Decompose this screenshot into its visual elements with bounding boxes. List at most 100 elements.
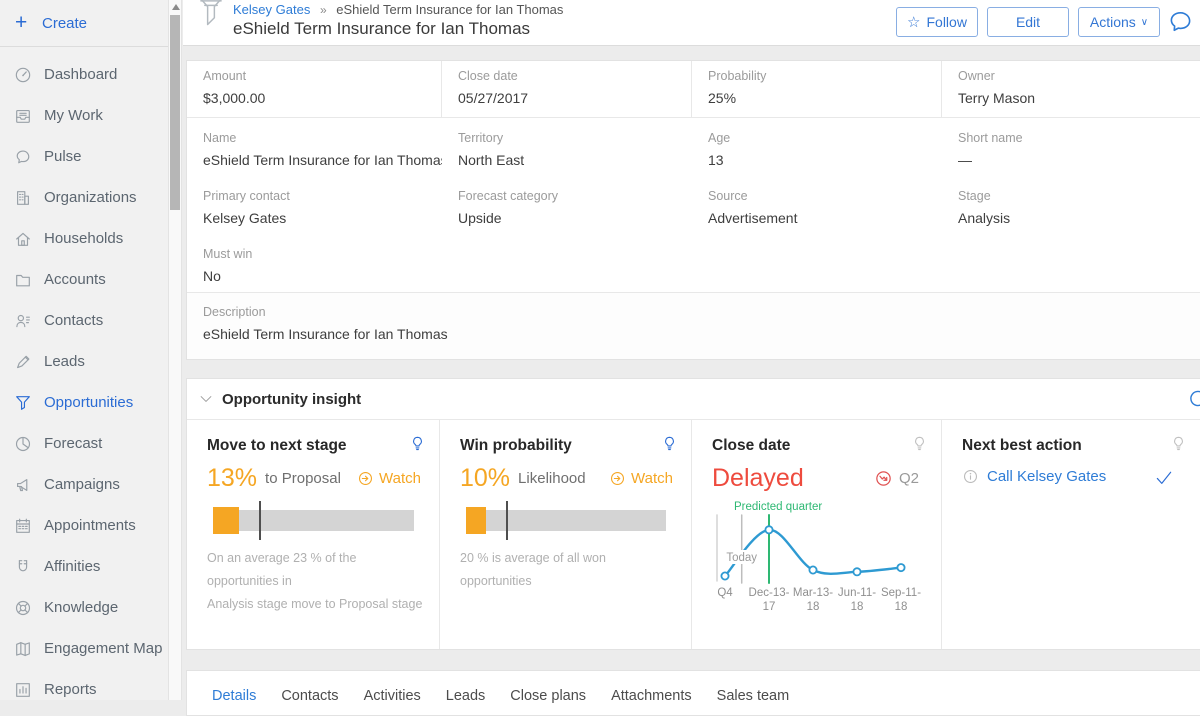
create-button[interactable]: + Create — [0, 0, 168, 47]
field-label: Description — [203, 305, 266, 319]
field-value: 05/27/2017 — [458, 90, 529, 106]
close-date-chart: Today Predicted quarter Q4 Dec-13- 17 Mar-13-… — [716, 499, 925, 618]
follow-button[interactable]: ☆ Follow — [896, 7, 978, 37]
win-suffix: Likelihood — [518, 470, 586, 487]
card-move-to-next-stage: Move to next stage 13% to Proposal Watch — [187, 420, 440, 649]
lightbulb-icon — [911, 435, 928, 459]
empty-cell — [442, 234, 692, 292]
opportunity-record-icon — [196, 0, 226, 34]
opportunities-icon — [14, 394, 44, 412]
record-tabs: Details Contacts Activities Leads Close plan… — [186, 670, 1200, 716]
reports-icon — [14, 681, 44, 699]
field-primary-contact: Primary contact Kelsey Gates — [187, 176, 442, 234]
edit-button[interactable]: Edit — [987, 7, 1069, 37]
field-label: Owner — [958, 69, 995, 83]
field-name: Name eShield Term Insurance for Ian Thoma… — [187, 118, 442, 176]
sidebar-item-pulse[interactable]: Pulse — [0, 136, 168, 177]
refresh-icon[interactable] — [1187, 388, 1200, 415]
card-title: Close date — [712, 437, 791, 454]
sidebar-item-label: Leads — [44, 353, 85, 370]
field-value: — — [958, 152, 972, 168]
breadcrumb-parent-link[interactable]: Kelsey Gates — [233, 2, 311, 17]
scroll-up-arrow[interactable] — [172, 4, 180, 10]
accounts-icon — [14, 271, 44, 289]
pulse-icon — [14, 148, 44, 166]
sidebar-item-campaigns[interactable]: Campaigns — [0, 464, 168, 505]
sidebar-item-forecast[interactable]: Forecast — [0, 423, 168, 464]
next-action-link[interactable]: Call Kelsey Gates — [987, 468, 1107, 485]
tab-leads[interactable]: Leads — [445, 688, 486, 704]
sidebar-item-contacts[interactable]: Contacts — [0, 300, 168, 341]
tab-contacts[interactable]: Contacts — [281, 688, 339, 704]
svg-text:Mar-13-: Mar-13- — [793, 587, 833, 599]
sidebar-item-label: Accounts — [44, 271, 106, 288]
field-value: eShield Term Insurance for Ian Thomas — [203, 326, 448, 342]
insight-header: Opportunity insight — [187, 379, 1200, 420]
field-value-link[interactable]: Kelsey Gates — [203, 210, 287, 226]
sidebar-item-label: Engagement Map — [44, 640, 163, 657]
card-close-date: Close date Delayed Q2 Today Predicted qua… — [692, 420, 942, 649]
field-value: Analysis — [958, 210, 1011, 226]
sidebar-item-accounts[interactable]: Accounts — [0, 259, 168, 300]
tab-sales-team[interactable]: Sales team — [716, 688, 790, 704]
campaigns-icon — [14, 476, 44, 494]
trend-down-icon — [876, 471, 891, 486]
card-title: Move to next stage — [207, 437, 347, 454]
progress-fill — [466, 507, 486, 534]
sidebar-item-knowledge[interactable]: Knowledge — [0, 587, 168, 628]
scrollbar-thumb[interactable] — [170, 15, 180, 210]
breadcrumb-current: eShield Term Insurance for Ian Thomas — [336, 2, 564, 17]
field-value: 13 — [708, 152, 724, 168]
card-next-best-action: Next best action Call Kelsey Gates — [942, 420, 1200, 649]
field-label: Age — [708, 131, 731, 145]
sidebar-item-label: Campaigns — [44, 476, 120, 493]
sidebar-item-my-work[interactable]: My Work — [0, 95, 168, 136]
card-title: Next best action — [962, 437, 1082, 454]
sidebar-item-households[interactable]: Households — [0, 218, 168, 259]
watch-link[interactable]: Watch — [609, 470, 673, 487]
insight-title: Opportunity insight — [222, 390, 362, 408]
sidebar-item-dashboard[interactable]: Dashboard — [0, 54, 168, 95]
sidebar-item-reports[interactable]: Reports — [0, 669, 168, 710]
field-amount: Amount $3,000.00 — [187, 61, 442, 118]
svg-text:Dec-13-: Dec-13- — [749, 587, 790, 599]
sidebar-item-leads[interactable]: Leads — [0, 341, 168, 382]
vertical-scrollbar[interactable] — [168, 0, 182, 700]
sidebar-item-label: Dashboard — [44, 66, 118, 83]
accept-action-check-icon[interactable] — [1155, 470, 1173, 491]
my-work-icon — [14, 107, 44, 125]
field-label: Forecast category — [458, 189, 559, 203]
sidebar-item-appointments[interactable]: Appointments — [0, 505, 168, 546]
sidebar-item-organizations[interactable]: Organizations — [0, 177, 168, 218]
actions-button[interactable]: Actions ∨ — [1078, 7, 1160, 37]
stage-percent: 13% — [207, 464, 258, 492]
field-short-name: Short name — — [942, 118, 1200, 176]
field-label: Must win — [203, 247, 253, 261]
empty-cell — [942, 234, 1200, 292]
svg-text:Jun-11-: Jun-11- — [838, 587, 876, 599]
field-stage: Stage Analysis — [942, 176, 1200, 234]
collapse-chevron-icon[interactable] — [199, 392, 213, 406]
watch-link[interactable]: Watch — [357, 470, 421, 487]
tab-attachments[interactable]: Attachments — [611, 688, 692, 704]
tab-activities[interactable]: Activities — [363, 688, 421, 704]
sidebar-item-label: My Work — [44, 107, 103, 124]
tab-close-plans[interactable]: Close plans — [510, 688, 587, 704]
svg-text:18: 18 — [895, 601, 908, 613]
sidebar-item-opportunities[interactable]: Opportunities — [0, 382, 168, 423]
record-actions: ☆ Follow Edit Actions ∨ — [896, 7, 1160, 37]
svg-text:18: 18 — [851, 601, 864, 613]
main-area: Kelsey Gates » eShield Term Insurance fo… — [183, 0, 1200, 716]
field-forecast-category: Forecast category Upside — [442, 176, 692, 234]
insight-cards: Move to next stage 13% to Proposal Watch — [187, 420, 1200, 649]
tab-details[interactable]: Details — [212, 688, 257, 704]
sidebar-item-engagement-map[interactable]: Engagement Map — [0, 628, 168, 669]
field-label: Amount — [203, 69, 247, 83]
field-territory: Territory North East — [442, 118, 692, 176]
sidebar-item-affinities[interactable]: Affinities — [0, 546, 168, 587]
engagement-map-icon — [14, 640, 44, 658]
field-value: eShield Term Insurance for Ian Thomas — [203, 152, 442, 168]
field-probability: Probability 25% — [692, 61, 942, 118]
card-note: On an average 23 % of the opportunities … — [207, 551, 423, 612]
chat-icon[interactable] — [1168, 9, 1193, 39]
